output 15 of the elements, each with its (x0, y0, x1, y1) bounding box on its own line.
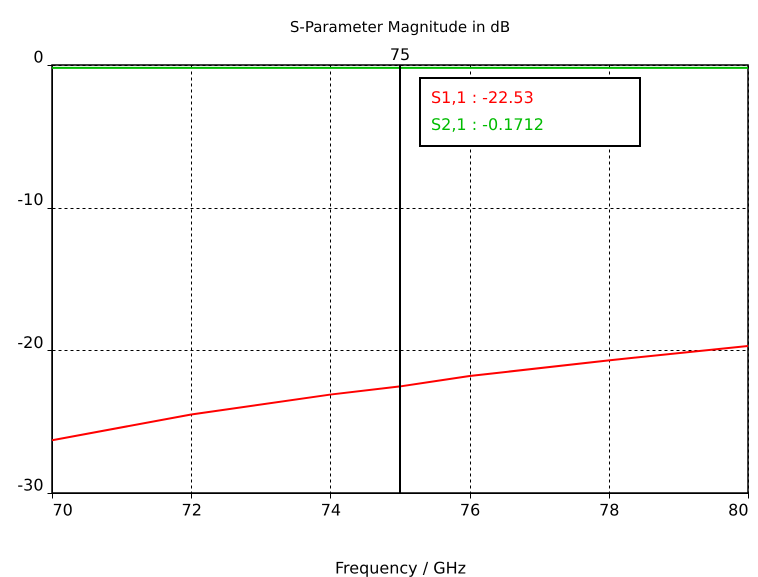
chart-title: S-Parameter Magnitude in dB (290, 18, 510, 36)
x-tick-label: 78 (599, 500, 620, 520)
x-tick-label: 72 (182, 500, 202, 520)
y-tick-label: -10 (17, 190, 44, 210)
x-axis-title: Frequency / GHz (334, 558, 466, 577)
ref-line-label: 75 (390, 45, 410, 64)
x-tick-label: 74 (320, 500, 342, 520)
y-tick-label: -30 (17, 476, 44, 494)
x-tick-label: 76 (460, 500, 480, 520)
y-tick-label: -20 (17, 332, 44, 352)
annotation: S1,1 : -22.53 (431, 88, 534, 107)
x-tick-label: 70 (52, 500, 73, 520)
y-tick-label: 0 (33, 48, 44, 66)
x-tick-label: 80 (728, 500, 748, 520)
annotation: S2,1 : -0.1712 (431, 115, 544, 134)
